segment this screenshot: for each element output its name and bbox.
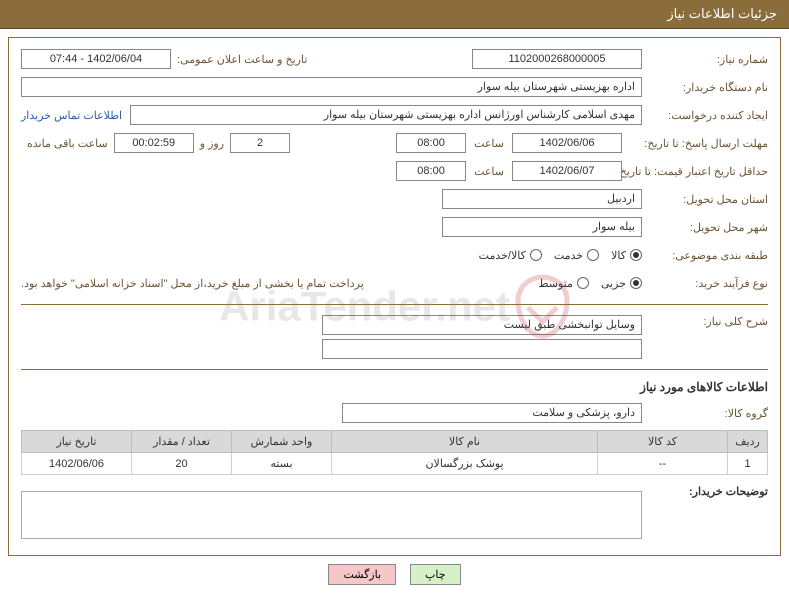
row-reply-deadline: مهلت ارسال پاسخ: تا تاریخ: 1402/06/06 سا… — [21, 132, 768, 154]
goods-table: ردیفکد کالانام کالاواحد شمارشتعداد / مقد… — [21, 430, 768, 475]
label-province: استان محل تحویل: — [648, 193, 768, 206]
field-province: اردبیل — [442, 189, 642, 209]
page-header: جزئیات اطلاعات نیاز — [0, 0, 789, 29]
separator-2 — [21, 369, 768, 370]
row-need-no: شماره نیاز: 1102000268000005 تاریخ و ساع… — [21, 48, 768, 70]
label-time-remaining: ساعت باقی مانده — [27, 137, 108, 150]
field-goods-group: دارو، پزشکی و سلامت — [342, 403, 642, 423]
table-cell: 20 — [132, 453, 232, 475]
row-price-validity: حداقل تاریخ اعتبار قیمت: تا تاریخ: 1402/… — [21, 160, 768, 182]
row-city: شهر محل تحویل: بیله سوار — [21, 216, 768, 238]
field-remaining-days: 2 — [230, 133, 290, 153]
link-buyer-contact[interactable]: اطلاعات تماس خریدار — [21, 109, 122, 122]
field-main-desc-extra — [322, 339, 642, 359]
back-button[interactable]: بازگشت — [328, 564, 396, 585]
field-reply-time: 08:00 — [396, 133, 466, 153]
table-header-cell: واحد شمارش — [232, 431, 332, 453]
label-need-no: شماره نیاز: — [648, 53, 768, 66]
table-header-cell: تاریخ نیاز — [22, 431, 132, 453]
radio-dot-icon[interactable] — [630, 249, 642, 261]
label-main-desc: شرح کلی نیاز: — [648, 315, 768, 328]
label-announce-dt: تاریخ و ساعت اعلان عمومی: — [177, 53, 307, 66]
row-main-desc: شرح کلی نیاز: وسایل توانبخشی طبق لیست — [21, 315, 768, 359]
label-price-validity: حداقل تاریخ اعتبار قیمت: تا تاریخ: — [628, 165, 768, 178]
radio-label: کالا/خدمت — [479, 249, 526, 262]
row-goods-group: گروه کالا: دارو، پزشکی و سلامت — [21, 402, 768, 424]
row-purchase-type: نوع فرآیند خرید: جزیی متوسط پرداخت تمام ی… — [21, 272, 768, 294]
field-city: بیله سوار — [442, 217, 642, 237]
radio-label: کالا — [611, 249, 626, 262]
section-goods-info: اطلاعات کالاهای مورد نیاز — [21, 380, 768, 394]
field-main-desc: وسایل توانبخشی طبق لیست — [322, 315, 642, 335]
radio-label: خدمت — [554, 249, 583, 262]
footer-buttons: چاپ بازگشت — [8, 556, 781, 589]
category-option-0[interactable]: کالا — [611, 249, 642, 262]
table-header-cell: تعداد / مقدار — [132, 431, 232, 453]
label-requester: ایجاد کننده درخواست: — [648, 109, 768, 122]
radio-dot-icon[interactable] — [577, 277, 589, 289]
print-button[interactable]: چاپ — [410, 564, 461, 585]
category-option-2[interactable]: کالا/خدمت — [479, 249, 542, 262]
label-category: طبقه بندی موضوعی: — [648, 249, 768, 262]
table-cell: -- — [598, 453, 728, 475]
table-header-cell: ردیف — [728, 431, 768, 453]
label-city: شهر محل تحویل: — [648, 221, 768, 234]
field-validity-date: 1402/06/07 — [512, 161, 622, 181]
radio-dot-icon[interactable] — [530, 249, 542, 261]
label-goods-group: گروه کالا: — [648, 407, 768, 420]
field-buyer-org: اداره بهزیستی شهرستان بیله سوار — [21, 77, 642, 97]
radio-dot-icon[interactable] — [587, 249, 599, 261]
payment-note: پرداخت تمام یا بخشی از مبلغ خرید،از محل … — [21, 277, 364, 290]
radio-group-purchase: جزیی متوسط — [538, 277, 642, 290]
label-buyer-org: نام دستگاه خریدار: — [648, 81, 768, 94]
buyer-notes-box — [21, 491, 642, 539]
table-cell: بسته — [232, 453, 332, 475]
row-province: استان محل تحویل: اردبیل — [21, 188, 768, 210]
field-remaining-time: 00:02:59 — [114, 133, 194, 153]
table-header-cell: کد کالا — [598, 431, 728, 453]
label-reply-deadline: مهلت ارسال پاسخ: تا تاریخ: — [628, 137, 768, 150]
category-option-1[interactable]: خدمت — [554, 249, 599, 262]
label-purchase-type: نوع فرآیند خرید: — [648, 277, 768, 290]
separator-1 — [21, 304, 768, 305]
table-cell: پوشک بزرگسالان — [332, 453, 598, 475]
radio-dot-icon[interactable] — [630, 277, 642, 289]
field-announce-dt: 1402/06/04 - 07:44 — [21, 49, 171, 69]
table-header-cell: نام کالا — [332, 431, 598, 453]
table-cell: 1 — [728, 453, 768, 475]
table-header-row: ردیفکد کالانام کالاواحد شمارشتعداد / مقد… — [22, 431, 768, 453]
label-days-and: روز و — [200, 137, 224, 150]
content-panel: شماره نیاز: 1102000268000005 تاریخ و ساع… — [8, 37, 781, 556]
row-buyer-notes: توضیحات خریدار: — [21, 485, 768, 539]
field-need-no: 1102000268000005 — [472, 49, 642, 69]
main-container: AriaTender.net شماره نیاز: 1102000268000… — [0, 29, 789, 597]
purchase-option-1[interactable]: متوسط — [538, 277, 589, 290]
radio-label: جزیی — [601, 277, 626, 290]
row-buyer-org: نام دستگاه خریدار: اداره بهزیستی شهرستان… — [21, 76, 768, 98]
page-title: جزئیات اطلاعات نیاز — [667, 6, 777, 21]
field-reply-date: 1402/06/06 — [512, 133, 622, 153]
table-row: 1--پوشک بزرگسالانبسته201402/06/06 — [22, 453, 768, 475]
radio-label: متوسط — [538, 277, 573, 290]
label-time-1: ساعت — [474, 137, 504, 150]
row-category: طبقه بندی موضوعی: کالا خدمت کالا/خدمت — [21, 244, 768, 266]
label-buyer-notes: توضیحات خریدار: — [648, 485, 768, 498]
table-cell: 1402/06/06 — [22, 453, 132, 475]
label-time-2: ساعت — [474, 165, 504, 178]
radio-group-category: کالا خدمت کالا/خدمت — [479, 249, 642, 262]
row-requester: ایجاد کننده درخواست: مهدی اسلامی کارشناس… — [21, 104, 768, 126]
field-validity-time: 08:00 — [396, 161, 466, 181]
purchase-option-0[interactable]: جزیی — [601, 277, 642, 290]
field-requester: مهدی اسلامی کارشناس اورژانس اداره بهزیست… — [130, 105, 642, 125]
